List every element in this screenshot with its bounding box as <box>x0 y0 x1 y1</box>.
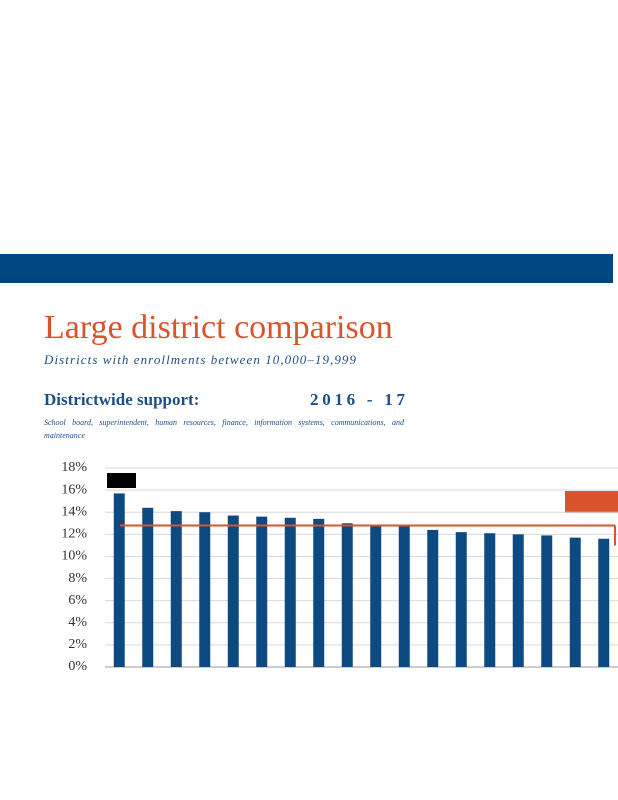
description: School board, superintendent, human reso… <box>44 418 404 440</box>
description-box: School board, superintendent, human reso… <box>44 418 404 440</box>
bar <box>512 534 524 667</box>
legend-box <box>565 491 618 513</box>
y-tick-label: 4% <box>68 615 87 630</box>
legend-box <box>107 473 136 488</box>
bar <box>398 525 410 667</box>
y-tick-label: 16% <box>61 482 87 497</box>
bar <box>313 518 325 667</box>
chart-subtitle: Districts with enrollments between 10,00… <box>43 352 357 367</box>
bar <box>569 537 581 667</box>
header-band <box>0 254 613 283</box>
y-tick-label: 2% <box>68 637 87 652</box>
y-tick-label: 8% <box>68 571 87 586</box>
y-tick-label: 6% <box>68 593 87 608</box>
bar <box>541 535 553 667</box>
bar <box>341 523 353 667</box>
y-tick-label: 12% <box>61 527 87 542</box>
bar <box>142 507 154 667</box>
bar <box>484 533 496 667</box>
bar <box>370 525 382 667</box>
bar <box>199 512 211 667</box>
y-tick-label: 14% <box>61 504 87 519</box>
chart-title: Large district comparison <box>44 309 393 346</box>
bar <box>113 493 125 667</box>
bar <box>284 517 296 667</box>
heading: Districtwide support: <box>44 390 199 409</box>
bar <box>256 516 268 667</box>
y-tick-label: 10% <box>61 549 87 564</box>
year: 2016 - 17 <box>310 390 406 409</box>
bar <box>227 515 239 667</box>
y-tick-label: 18% <box>61 460 87 475</box>
bar <box>170 511 182 667</box>
bar <box>455 532 467 667</box>
bar <box>427 529 439 667</box>
bar <box>598 538 610 667</box>
y-tick-label: 0% <box>68 659 87 674</box>
